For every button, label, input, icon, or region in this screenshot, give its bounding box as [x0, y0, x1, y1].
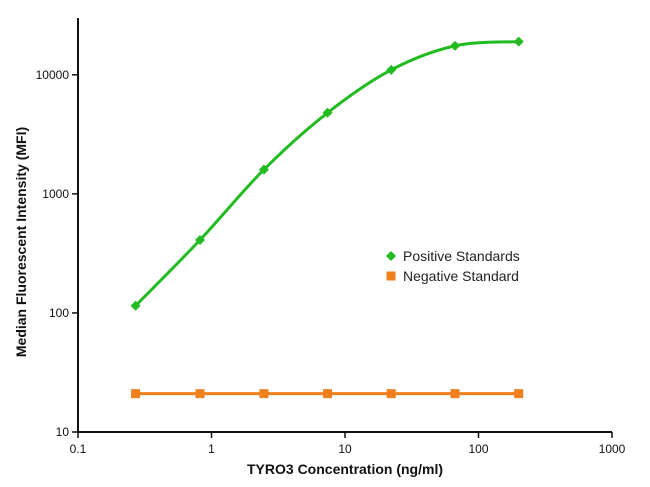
legend-marker: [386, 251, 396, 261]
x-tick-label: 10: [338, 442, 352, 456]
x-tick-label: 0.1: [70, 442, 87, 456]
legend-label: Negative Standard: [403, 268, 519, 284]
data-point: [130, 300, 141, 311]
axes: 0.1 1 10 100 1000 10 100 1000 10000: [36, 18, 626, 456]
data-point: [194, 234, 205, 245]
y-tick-label: 100: [49, 306, 69, 320]
data-point: [131, 389, 141, 399]
x-axis-title: TYRO3 Concentration (ng/ml): [247, 461, 443, 477]
x-tick-label: 100: [468, 442, 488, 456]
plot-area: [130, 36, 524, 399]
legend-marker: [386, 271, 396, 281]
data-point: [450, 40, 461, 51]
data-point: [513, 36, 524, 47]
y-tick-label: 1000: [42, 187, 69, 201]
data-point: [323, 389, 333, 399]
data-point: [514, 389, 524, 399]
data-point: [450, 389, 460, 399]
data-point: [259, 389, 269, 399]
y-axis-title: Median Fluorescent Intensity (MFI): [13, 127, 29, 357]
data-point: [322, 107, 333, 118]
data-point: [386, 389, 396, 399]
legend-label: Positive Standards: [403, 248, 520, 264]
data-point: [195, 389, 205, 399]
y-tick-label: 10000: [36, 68, 70, 82]
data-point: [386, 64, 397, 75]
data-point: [258, 164, 269, 175]
legend: Positive Standards Negative Standard: [386, 248, 520, 284]
x-tick-label: 1000: [599, 442, 626, 456]
x-tick-label: 1: [208, 442, 215, 456]
series-line: [134, 40, 519, 307]
y-tick-label: 10: [56, 425, 70, 439]
